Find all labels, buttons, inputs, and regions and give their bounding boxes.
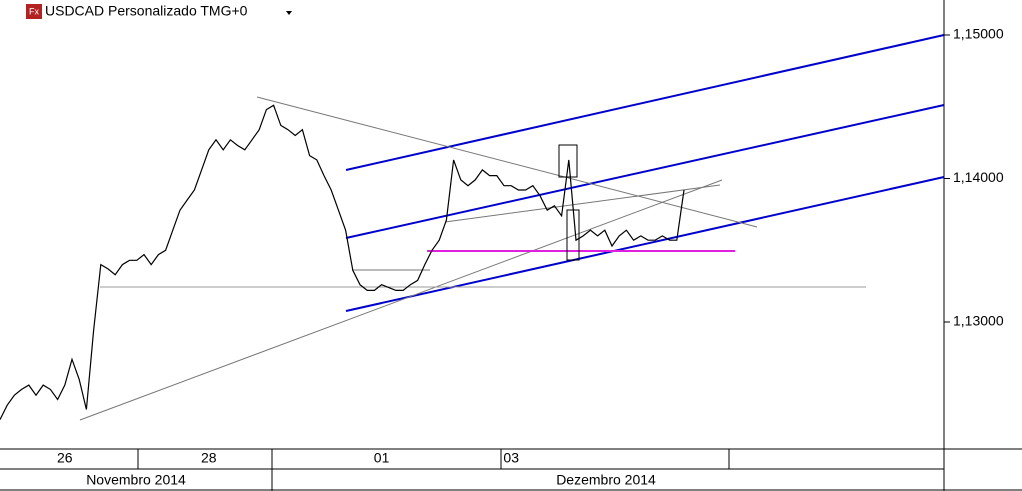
trend-line bbox=[256, 96, 758, 228]
title-bar: Fx USDCAD Personalizado TMG+0 bbox=[26, 3, 292, 19]
box bbox=[558, 144, 578, 178]
channel-line bbox=[345, 104, 945, 239]
y-tick-label: 1,14000 bbox=[953, 169, 1004, 185]
month-label: Dezembro 2014 bbox=[556, 472, 656, 488]
price-line bbox=[0, 104, 685, 420]
trend-line bbox=[444, 184, 721, 223]
channel-line bbox=[345, 34, 945, 171]
x-tick-label: 01 bbox=[374, 450, 390, 466]
dropdown-arrow[interactable] bbox=[286, 11, 292, 15]
x-tick-label: 26 bbox=[57, 450, 73, 466]
chart-title: USDCAD Personalizado TMG+0 bbox=[45, 3, 248, 19]
symbol-icon bbox=[26, 4, 42, 19]
x-tick-label: 03 bbox=[503, 450, 519, 466]
x-tick-label: 28 bbox=[201, 450, 217, 466]
channel-line bbox=[345, 176, 945, 312]
y-tick-label: 1,13000 bbox=[953, 313, 1004, 329]
trend-line bbox=[79, 179, 723, 421]
y-tick-label: 1,15000 bbox=[953, 26, 1004, 42]
month-label: Novembro 2014 bbox=[86, 472, 186, 488]
symbol-icon-text: Fx bbox=[29, 6, 39, 16]
